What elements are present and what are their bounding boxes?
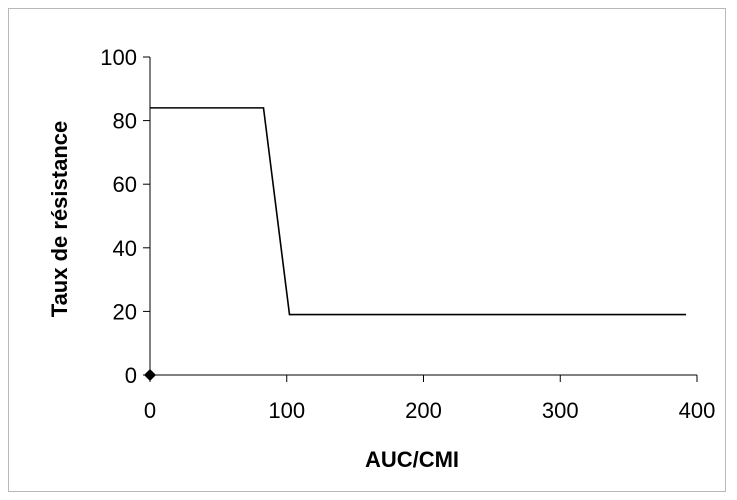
x-tick-label: 200 (405, 398, 442, 423)
x-axis-title: AUC/CMI (365, 447, 459, 472)
y-axis: 0 20 40 60 80 100 (100, 45, 151, 388)
y-tick-label: 60 (113, 172, 137, 197)
y-tick-label: 40 (113, 236, 137, 261)
y-axis-title: Taux de résistance (47, 121, 72, 317)
chart-frame: 0 20 40 60 80 100 0 100 200 300 400 AUC/CMI Taux … (8, 8, 726, 492)
y-tick-label: 100 (100, 45, 137, 70)
data-point-marker (144, 369, 156, 381)
y-tick-label: 0 (125, 363, 137, 388)
x-tick-label: 300 (542, 398, 579, 423)
x-tick-label: 0 (144, 398, 156, 423)
x-tick-label: 400 (679, 398, 716, 423)
series-line (150, 107, 687, 316)
x-tick-label: 100 (268, 398, 305, 423)
x-axis: 0 100 200 300 400 (144, 374, 716, 423)
y-tick-label: 20 (113, 299, 137, 324)
line-chart: 0 20 40 60 80 100 0 100 200 300 400 AUC/CMI Taux … (47, 45, 716, 472)
series-layer (150, 107, 687, 316)
marker-layer (144, 369, 156, 381)
y-tick-label: 80 (113, 109, 137, 134)
